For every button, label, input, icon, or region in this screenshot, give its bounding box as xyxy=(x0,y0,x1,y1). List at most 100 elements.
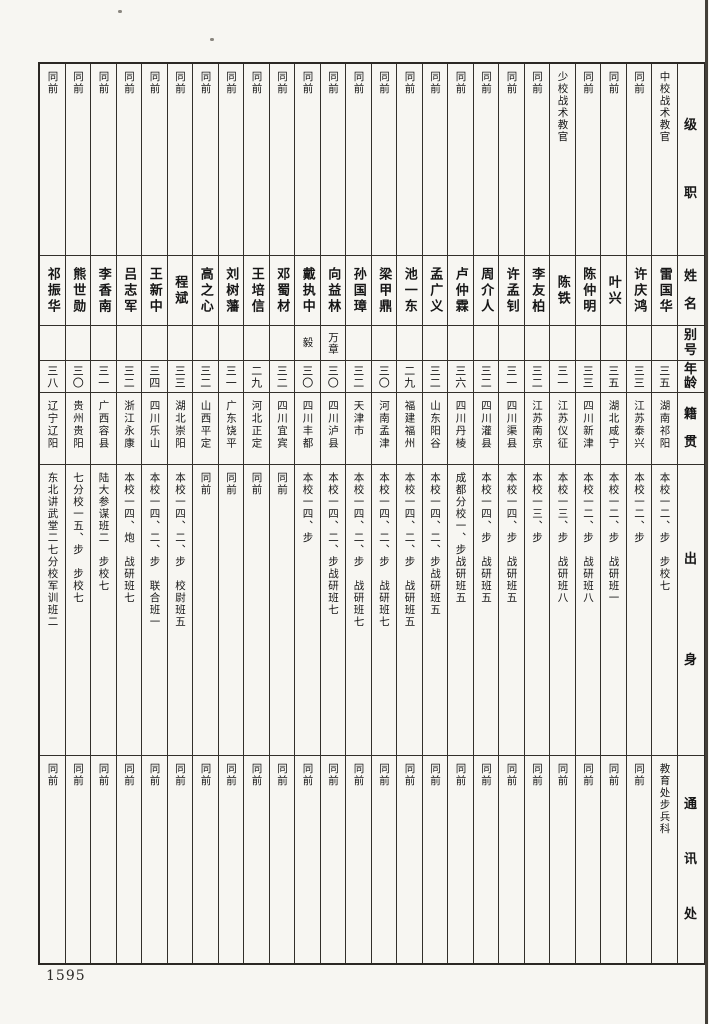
rank-text: 同前 xyxy=(607,71,620,95)
cell-age: 三二 xyxy=(116,360,141,392)
cell-contact: 同前 xyxy=(371,755,396,963)
cell-origin: 河北正定 xyxy=(244,392,269,464)
cell-origin: 天津市 xyxy=(346,392,371,464)
origin-text: 四川丹棱 xyxy=(454,400,467,450)
person-column: 同前 刘树藩 三一 广东饶平 同前 同前 xyxy=(217,64,243,963)
rank-text: 同前 xyxy=(123,71,135,95)
name-text: 吕志军 xyxy=(121,266,137,315)
cell-background: 本校一二、步 步校七 xyxy=(652,464,677,755)
origin-text: 辽宁辽阳 xyxy=(46,400,59,450)
cell-rank: 同前 xyxy=(423,64,448,255)
origin-text: 河南孟津 xyxy=(378,400,390,450)
cell-alias xyxy=(167,325,192,360)
age-text: 二九 xyxy=(402,364,416,389)
origin-text: 四川渠县 xyxy=(505,400,518,450)
header-contact: 通讯处 xyxy=(677,755,704,963)
header-char: 级 xyxy=(683,118,697,133)
cell-origin: 四川泸县 xyxy=(320,392,345,464)
cell-alias xyxy=(575,325,600,360)
cell-age: 三四 xyxy=(142,360,167,392)
cell-rank: 同前 xyxy=(295,64,320,255)
header-char: 贯 xyxy=(683,435,697,450)
person-column: 同前 祁振华 三八 辽宁辽阳 东北讲武堂二七分校军训班二 同前 xyxy=(40,64,65,963)
cell-age: 三八 xyxy=(40,360,65,392)
name-text: 李香南 xyxy=(95,266,111,315)
cell-age: 三二 xyxy=(193,360,218,392)
alias-text: 万章 xyxy=(327,331,339,355)
background-text: 同前 xyxy=(199,472,212,496)
cell-background: 本校一四、炮 战研班七 xyxy=(116,464,141,755)
origin-text: 四川乐山 xyxy=(148,400,161,450)
background-text: 成都分校一、步战研班五 xyxy=(454,472,467,604)
age-text: 三三 xyxy=(632,364,646,389)
cell-origin: 广东饶平 xyxy=(218,392,243,464)
cell-age: 三二 xyxy=(346,360,371,392)
scan-speck xyxy=(118,10,122,13)
cell-age: 三三 xyxy=(575,360,600,392)
person-column: 同前 熊世勋 三〇 贵州贵阳 七分校一五、步 步校七 同前 xyxy=(64,64,90,963)
cell-alias xyxy=(652,325,677,360)
cell-age: 三六 xyxy=(448,360,473,392)
age-text: 三〇 xyxy=(71,364,85,389)
age-text: 三一 xyxy=(555,364,569,389)
rank-text: 同前 xyxy=(480,71,492,95)
cell-name: 池一东 xyxy=(397,255,422,325)
header-char: 讯 xyxy=(683,852,697,867)
contact-text: 同前 xyxy=(429,763,441,787)
cell-name: 卢仲霖 xyxy=(448,255,473,325)
rank-text: 同前 xyxy=(174,71,186,95)
cell-contact: 同前 xyxy=(550,755,575,963)
age-text: 三〇 xyxy=(300,364,314,389)
cell-contact: 同前 xyxy=(346,755,371,963)
header-age: 年龄 xyxy=(677,360,704,392)
cell-origin: 江苏泰兴 xyxy=(626,392,651,464)
cell-origin: 江苏南京 xyxy=(524,392,549,464)
contact-text: 同前 xyxy=(225,763,237,787)
cell-name: 王培信 xyxy=(244,255,269,325)
cell-age: 三五 xyxy=(652,360,677,392)
cell-background: 本校一二、步 战研班一 xyxy=(601,464,626,755)
cell-rank: 同前 xyxy=(40,64,65,255)
name-text: 周介人 xyxy=(478,266,494,315)
age-text: 三一 xyxy=(224,364,238,389)
name-text: 陈铁 xyxy=(554,274,570,307)
person-column: 同前 李友柏 三二 江苏南京 本校一三、步 同前 xyxy=(523,64,550,963)
background-text: 本校一四、二、步 战研班七 xyxy=(378,472,390,628)
age-text: 三二 xyxy=(530,364,544,389)
cell-background: 本校一四、二、步战研班五 xyxy=(422,464,447,755)
rank-text: 同前 xyxy=(429,71,441,95)
rank-text: 同前 xyxy=(250,71,263,95)
origin-text: 江苏仪征 xyxy=(556,400,569,450)
cell-age: 三一 xyxy=(550,360,575,392)
cell-contact: 同前 xyxy=(626,755,651,963)
name-text: 戴执中 xyxy=(299,266,315,315)
rank-text: 同前 xyxy=(454,71,467,95)
origin-text: 四川泸县 xyxy=(327,400,339,450)
name-text: 高之心 xyxy=(197,266,213,315)
cell-alias xyxy=(193,325,218,360)
background-text: 本校一四、步 战研班五 xyxy=(480,472,492,604)
contact-text: 同前 xyxy=(327,763,339,787)
cell-contact: 同前 xyxy=(524,755,549,963)
cell-rank: 同前 xyxy=(525,64,550,255)
rank-text: 同前 xyxy=(582,71,594,95)
cell-name: 李友柏 xyxy=(524,255,549,325)
cell-age: 二九 xyxy=(244,360,269,392)
origin-text: 四川丰都 xyxy=(301,400,314,450)
cell-contact: 同前 xyxy=(193,755,218,963)
cell-contact: 同前 xyxy=(40,755,65,963)
cell-background: 七分校一五、步 步校七 xyxy=(65,464,90,755)
person-column: 同前 陈仲明 三三 四川新津 本校一二、步 战研班八 同前 xyxy=(574,64,600,963)
background-text: 本校一四、二、步 战研班七 xyxy=(352,472,365,628)
name-text: 孟广义 xyxy=(427,266,443,315)
cell-age: 三〇 xyxy=(371,360,396,392)
age-text: 三三 xyxy=(173,364,187,389)
contact-text: 同前 xyxy=(301,763,314,787)
age-text: 三二 xyxy=(275,364,289,389)
age-text: 三五 xyxy=(657,364,671,389)
contact-text: 同前 xyxy=(97,763,110,787)
cell-alias xyxy=(371,325,396,360)
origin-text: 山西平定 xyxy=(199,400,212,450)
background-text: 本校一二、步 xyxy=(633,472,645,544)
cell-contact: 同前 xyxy=(448,755,473,963)
